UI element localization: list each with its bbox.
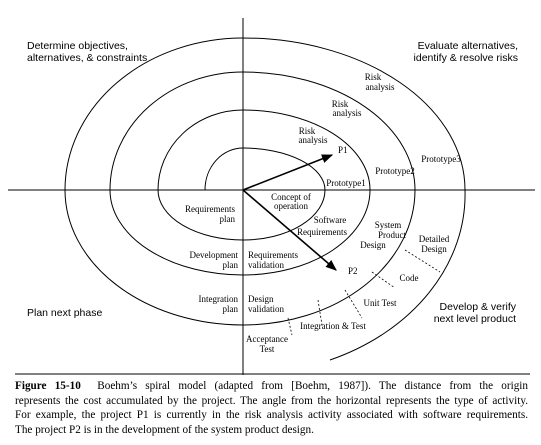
caption-line: represents the cost accumulated by the p… [15, 394, 528, 407]
label: analysis [299, 135, 328, 145]
label: Development [190, 250, 239, 260]
label: Unit Test [364, 298, 397, 308]
label: analysis [366, 82, 395, 92]
label: System [375, 220, 402, 230]
label: Prototype3 [421, 154, 461, 164]
label: plan [223, 260, 239, 270]
label: validation [248, 260, 284, 270]
label: operation [274, 201, 308, 211]
quadrant-label: Evaluate alternatives, [418, 40, 518, 52]
label: Risk [299, 126, 316, 136]
label: Risk [332, 99, 349, 109]
label: plan [223, 304, 239, 314]
label: Design [360, 240, 386, 250]
label: Acceptance [246, 334, 288, 344]
quadrant-label: Plan next phase [27, 307, 102, 319]
label: P1 [338, 145, 348, 155]
label: Requirements [185, 204, 235, 214]
label: Risk [365, 72, 382, 82]
label: Prototype1 [326, 178, 366, 188]
label: Software [314, 215, 347, 225]
label: Product [378, 230, 406, 240]
label: Design [248, 294, 274, 304]
arrow-p1 [242, 154, 334, 191]
label: validation [248, 304, 284, 314]
label: Concept of [271, 192, 311, 202]
quadrant-labels: Determine objectives, alternatives, & co… [27, 40, 518, 325]
spiral-labels: Risk analysis Risk analysis Risk analysi… [185, 72, 461, 354]
label: analysis [333, 108, 362, 118]
arrow-p2 [242, 189, 337, 271]
quadrant-label: next level product [434, 313, 516, 325]
label: Integration [199, 294, 239, 304]
label: Prototype2 [375, 166, 415, 176]
caption-text: Boehm’s spiral model (adapted from [Boeh… [97, 380, 528, 392]
label: Test [260, 344, 275, 354]
caption: Figure 15-10 Boehm’s spiral model (adapt… [15, 379, 528, 437]
label: P2 [348, 266, 358, 276]
quadrant-label: Develop & verify [440, 301, 517, 313]
label: Integration & Test [300, 321, 366, 331]
spiral [64, 37, 466, 361]
label: Detailed [419, 234, 450, 244]
phase-dividers [287, 249, 441, 336]
caption-line: Figure 15-10 Boehm’s spiral model (adapt… [15, 379, 528, 394]
label: Design [421, 244, 447, 254]
quadrant-label: alternatives, & constraints [27, 52, 147, 64]
label: Requirements [297, 227, 347, 237]
caption-label: Figure 15-10 [15, 380, 81, 392]
caption-line: The project P2 is in the development of … [15, 423, 314, 436]
label: Code [400, 273, 419, 283]
quadrant-label: identify & resolve risks [414, 52, 518, 64]
label: Requirements [248, 250, 298, 260]
caption-line: For example, the project P1 is currently… [15, 409, 528, 421]
label: plan [220, 214, 236, 224]
quadrant-label: Determine objectives, [27, 40, 128, 52]
